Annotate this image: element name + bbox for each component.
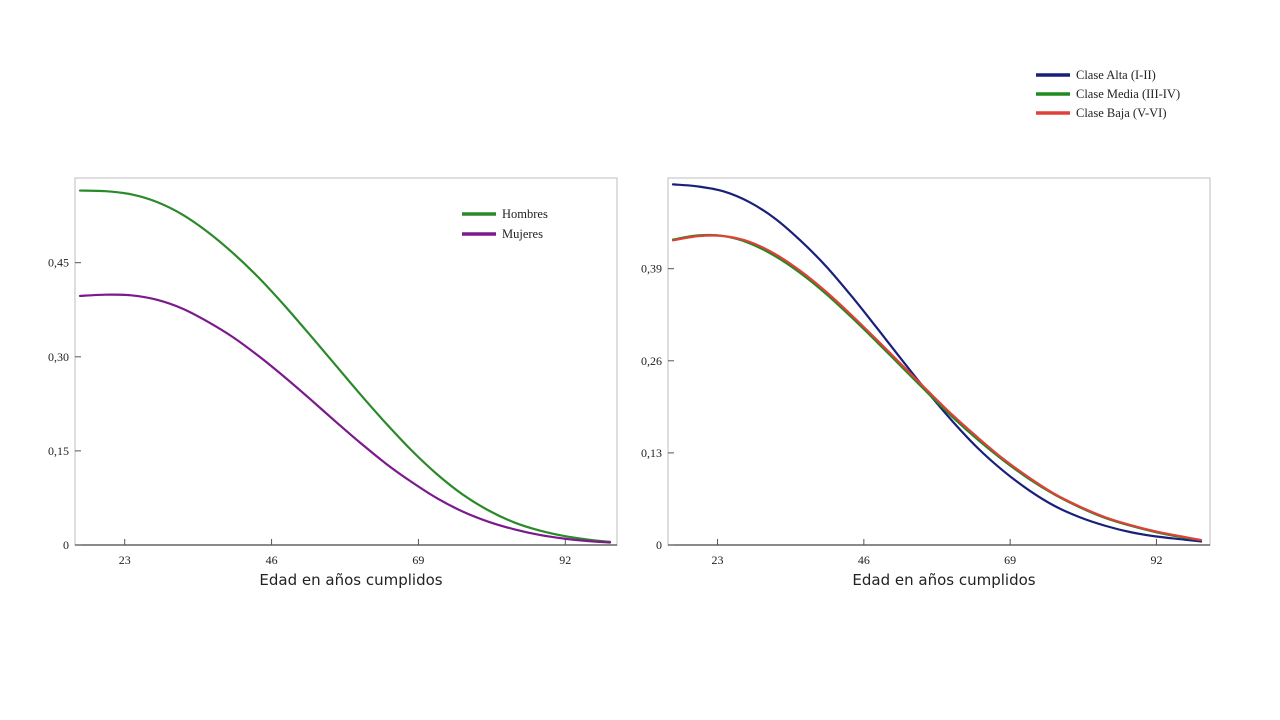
x-tick-label: 46 [266,553,278,567]
series-line-1 [671,183,1203,543]
x-tick-label: 69 [1004,553,1016,567]
y-tick-label: 0,30 [48,350,69,364]
plot-frame [667,177,1211,546]
legend-label: Clase Alta (I-II) [1076,68,1156,82]
y-tick-label: 0,13 [641,446,662,460]
series-line-2 [671,233,1203,542]
series-line-1 [78,189,612,543]
x-tick-label: 46 [858,553,870,567]
y-tick-label: 0 [63,538,69,552]
y-tick-label: 0 [656,538,662,552]
legend-label: Hombres [502,207,548,221]
y-tick-label: 0,45 [48,256,69,270]
chart-right: 0 0,13 0,26 0,39 23 46 69 92 Edad en años cumpli… [641,68,1211,589]
y-tick-label: 0,26 [641,354,662,368]
x-tick-label: 69 [412,553,424,567]
series-line-2 [78,293,612,544]
x-axis-title: Edad en años cumplidos [259,571,442,589]
y-tick-label: 0,39 [641,262,662,276]
legend-label: Clase Baja (V-VI) [1076,106,1167,120]
x-tick-label: 92 [559,553,571,567]
x-tick-label: 92 [1150,553,1162,567]
legend-label: Clase Media (III-IV) [1076,87,1180,101]
legend-label: Mujeres [502,227,543,241]
x-tick-label: 23 [712,553,724,567]
series-line-3 [671,234,1203,542]
x-axis-title: Edad en años cumplidos [852,571,1035,589]
chart-left: 0 0,15 0,30 0,45 23 46 69 92 Edad en años cumpli… [48,177,618,589]
x-tick-label: 23 [119,553,131,567]
y-tick-label: 0,15 [48,444,69,458]
